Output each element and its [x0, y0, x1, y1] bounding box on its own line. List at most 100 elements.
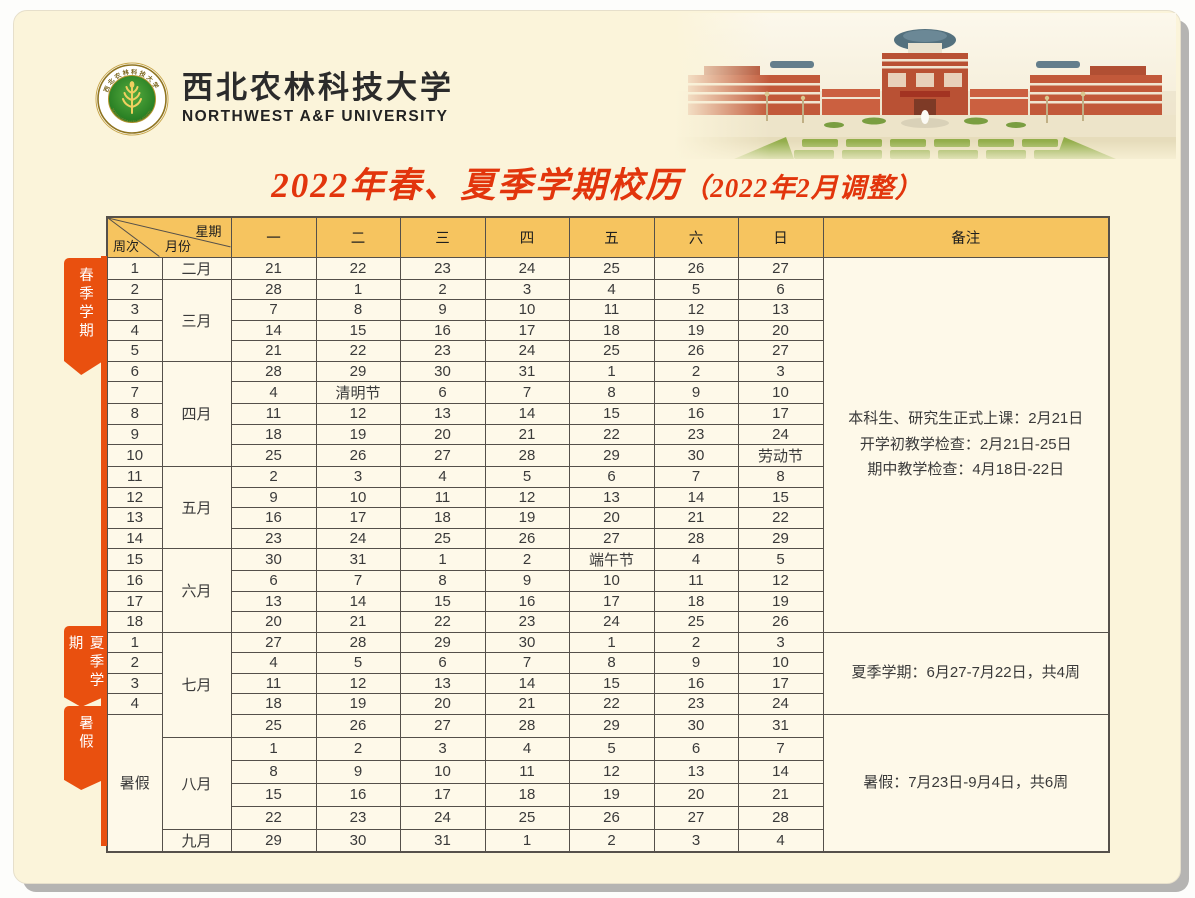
date-cell: 25 [230, 713, 317, 738]
day-header-sat: 六 [653, 216, 739, 258]
date-cell: 8 [230, 759, 317, 784]
date-cell: 18 [230, 423, 317, 445]
calendar-row: 10 25 26 27 28 29 30 劳动节 [106, 444, 1109, 467]
date-cell: 6 [230, 570, 317, 592]
date-cell: 26 [315, 713, 401, 738]
date-cell: 11 [399, 486, 486, 508]
week-number-cell: 4 [106, 693, 163, 715]
date-cell: 16 [653, 403, 739, 425]
date-cell: 5 [484, 466, 570, 488]
date-cell: 15 [399, 590, 486, 612]
corner-label-week: 周次 [113, 238, 140, 254]
month-cell: 八月 [161, 736, 232, 830]
date-cell: 19 [315, 693, 401, 715]
day-header-wed: 三 [399, 216, 486, 258]
tab-spring-semester: 春季学期 [64, 258, 107, 375]
calendar-row: 暑假 25 26 27 28 29 30 31 暑假：7月23日-9月4日，共6周 [106, 713, 1110, 853]
date-cell: 8 [399, 570, 486, 592]
date-cell: 14 [315, 590, 401, 612]
calendar-row: 九月 29 30 31 1 2 3 4 [107, 828, 1109, 853]
date-cell: 18 [653, 590, 739, 612]
date-cell: 24 [399, 805, 486, 830]
remarks-cell: 本科生、研究生正式上课：2月21日 开学初教学检查：2月21日-25日 期中教学检查… [822, 256, 1110, 633]
holiday-cell: 端午节 [568, 548, 655, 571]
page-title: 2022年春、夏季学期校历（2022年2月调整） [14, 157, 1180, 208]
holiday-cell: 清明节 [315, 381, 401, 404]
date-cell: 29 [568, 444, 655, 467]
date-cell: 21 [737, 782, 824, 807]
date-cell: 12 [568, 759, 655, 784]
date-cell: 21 [653, 507, 739, 529]
date-cell: 30 [653, 444, 739, 467]
date-cell: 13 [737, 299, 824, 321]
date-cell: 17 [737, 403, 824, 425]
date-cell: 19 [653, 319, 739, 341]
date-cell: 2 [315, 736, 401, 761]
date-cell: 19 [315, 423, 401, 445]
date-cell: 15 [568, 403, 655, 425]
date-cell: 12 [653, 299, 739, 321]
date-cell: 23 [653, 423, 739, 445]
date-cell: 8 [568, 652, 655, 674]
date-cell: 6 [399, 381, 486, 404]
university-name-cn: 西北农林科技大学 [182, 70, 454, 106]
date-cell: 22 [568, 423, 655, 445]
week-number-cell: 2 [106, 278, 163, 300]
date-cell: 9 [399, 299, 486, 321]
calendar-row: 11 五月 2 3 4 5 6 7 8 [106, 466, 1109, 549]
date-cell: 27 [737, 340, 824, 362]
date-cell: 21 [484, 423, 570, 445]
date-cell: 5 [737, 548, 824, 571]
week-number-cell: 9 [106, 423, 163, 445]
date-cell: 28 [230, 360, 317, 382]
date-cell: 31 [737, 713, 824, 738]
day-header-fri: 五 [568, 216, 655, 258]
date-cell: 29 [230, 828, 317, 853]
date-cell: 27 [399, 713, 486, 738]
date-cell: 5 [315, 652, 401, 674]
date-cell: 9 [653, 652, 739, 674]
week-number-cell: 14 [106, 527, 163, 549]
date-cell: 24 [484, 256, 570, 280]
date-cell: 7 [737, 736, 824, 761]
calendar-body: 1 二月 21 22 23 24 25 26 27 本科生、研究生正式上课：2月21日 开学初教学检… [106, 256, 1110, 853]
date-cell: 13 [230, 590, 317, 612]
calendar-row: 5 21 22 23 24 25 26 27 [106, 340, 1109, 362]
date-cell: 30 [399, 360, 486, 382]
calendar-table: 星期 月份 周次 一 二 三 四 五 六 日 备注 1 二月 21 22 23 24 25 2… [106, 216, 1110, 853]
date-cell: 10 [737, 381, 824, 404]
date-cell: 8 [737, 466, 824, 488]
date-cell: 3 [737, 360, 824, 382]
date-cell: 25 [568, 340, 655, 362]
week-number-cell: 1 [106, 631, 163, 653]
date-cell: 27 [737, 256, 824, 280]
date-cell: 24 [737, 423, 824, 445]
date-cell: 5 [653, 278, 739, 300]
date-cell: 4 [484, 736, 570, 761]
date-cell: 6 [653, 736, 739, 761]
date-cell: 5 [568, 736, 655, 761]
date-cell: 9 [315, 759, 401, 784]
date-cell: 22 [230, 805, 317, 830]
date-cell: 13 [568, 486, 655, 508]
date-cell: 9 [484, 570, 570, 592]
tab-summer-label: 夏季学期 [66, 635, 104, 691]
date-cell: 3 [315, 466, 401, 488]
date-cell: 3 [653, 828, 739, 853]
tab-spring-label: 春季学期 [77, 267, 93, 341]
university-brand: 西 北 农 林 科 技 大 学 NORTHWEST A&F UNIVERSITY… [94, 61, 454, 137]
date-cell: 12 [737, 570, 824, 592]
date-cell: 8 [568, 381, 655, 404]
page-title-main: 2022年春、夏季学期校历 [271, 166, 683, 205]
date-cell: 22 [315, 256, 401, 280]
tab-vacation-label: 暑假 [77, 715, 93, 752]
date-cell: 23 [399, 256, 486, 280]
date-cell: 20 [230, 611, 317, 633]
date-cell: 19 [737, 590, 824, 612]
calendar-row: 13 16 17 18 19 20 21 22 [106, 507, 1109, 529]
date-cell: 7 [484, 652, 570, 674]
date-cell: 3 [399, 736, 486, 761]
date-cell: 11 [568, 299, 655, 321]
date-cell: 27 [399, 444, 486, 467]
date-cell: 16 [230, 507, 317, 529]
